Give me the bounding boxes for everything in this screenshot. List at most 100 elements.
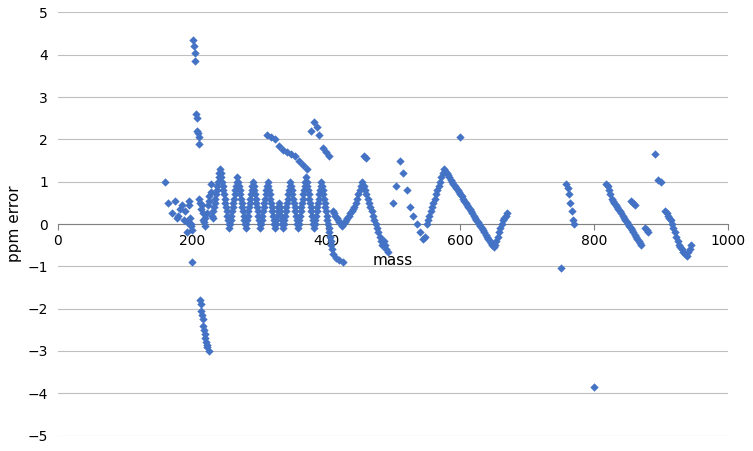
Point (466, 210, 478, 217)
Point (404, 203, 416, 211)
Point (564, 199, 576, 207)
Point (261, 187, 273, 194)
Point (311, 203, 323, 211)
Point (434, 178, 446, 185)
Point (337, 258, 349, 266)
Point (407, 212, 419, 219)
Point (648, 151, 660, 158)
Point (373, 233, 386, 240)
Point (304, 203, 316, 211)
Point (372, 229, 384, 236)
Point (297, 191, 309, 198)
Point (681, 252, 693, 259)
Point (194, 206, 206, 213)
Point (642, 229, 654, 236)
Point (256, 212, 268, 219)
Point (428, 199, 440, 207)
Point (192, 129, 204, 137)
Point (422, 216, 434, 223)
Point (206, 212, 218, 219)
Point (181, 218, 194, 226)
Point (181, 229, 193, 236)
Point (285, 178, 297, 185)
Point (257, 208, 269, 215)
Point (250, 199, 262, 207)
Point (281, 199, 293, 207)
Point (261, 178, 273, 185)
Point (631, 235, 643, 243)
Point (376, 242, 389, 249)
Point (267, 208, 279, 215)
Point (634, 239, 646, 247)
Point (641, 227, 653, 234)
Point (493, 229, 505, 236)
Point (428, 195, 441, 202)
Point (454, 191, 466, 198)
Point (265, 133, 277, 141)
Point (617, 214, 630, 221)
Point (265, 199, 277, 207)
Point (218, 191, 230, 198)
Point (208, 203, 220, 211)
Point (639, 225, 651, 232)
Point (200, 210, 212, 217)
Point (307, 221, 319, 228)
Point (480, 231, 492, 238)
Point (317, 187, 329, 194)
Point (288, 203, 300, 211)
Point (608, 199, 620, 207)
Point (215, 170, 227, 177)
Point (341, 214, 353, 221)
Point (258, 203, 270, 211)
Point (238, 216, 250, 223)
Point (394, 157, 406, 164)
Point (179, 208, 191, 215)
Point (335, 221, 347, 228)
Point (337, 221, 349, 228)
Point (661, 210, 673, 217)
Point (223, 221, 235, 228)
Point (483, 237, 495, 244)
Point (298, 187, 310, 194)
Point (264, 195, 276, 202)
Point (291, 216, 303, 223)
Point (233, 182, 245, 189)
Point (214, 166, 226, 173)
Point (237, 212, 249, 219)
Point (286, 191, 298, 198)
Point (567, 216, 579, 223)
Point (285, 182, 297, 189)
Point (674, 244, 686, 251)
Point (414, 229, 426, 236)
Point (308, 119, 320, 126)
Point (498, 214, 511, 221)
Point (430, 191, 442, 198)
Point (285, 151, 297, 158)
Point (205, 189, 217, 196)
Point (620, 218, 633, 226)
Point (433, 182, 445, 189)
Point (239, 221, 251, 228)
Point (328, 210, 340, 217)
Point (465, 208, 477, 215)
Point (605, 191, 617, 198)
Point (617, 212, 629, 219)
Point (228, 195, 240, 202)
Point (244, 195, 256, 202)
Point (218, 195, 230, 202)
Point (444, 174, 456, 181)
Point (622, 221, 634, 228)
Point (287, 195, 299, 202)
Point (454, 133, 466, 141)
Point (198, 326, 210, 333)
Point (243, 203, 255, 211)
Point (241, 216, 253, 223)
Point (190, 110, 202, 118)
Point (255, 216, 267, 223)
Point (360, 191, 372, 198)
Point (312, 199, 324, 207)
Point (209, 199, 221, 207)
Point (197, 210, 209, 217)
Point (450, 184, 462, 192)
Point (566, 208, 578, 215)
